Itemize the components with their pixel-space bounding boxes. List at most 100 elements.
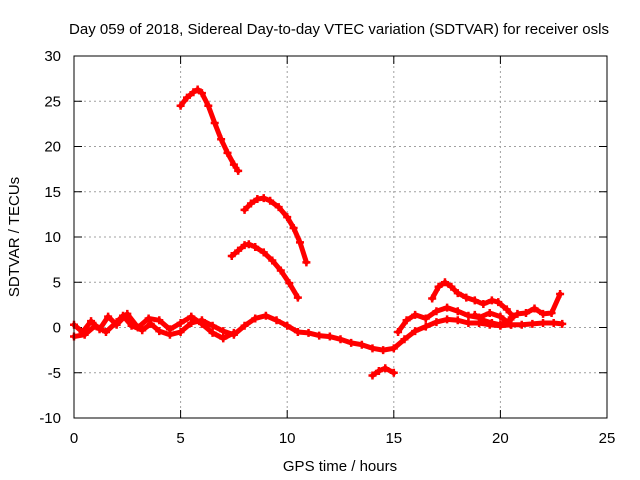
data-point — [176, 328, 185, 337]
data-point — [558, 319, 567, 328]
data-point — [223, 148, 232, 157]
data-point — [530, 304, 539, 313]
data-point — [217, 135, 226, 144]
data-point — [379, 346, 388, 355]
data-point — [193, 85, 202, 94]
y-tick-label: 25 — [44, 93, 61, 110]
data-point — [496, 320, 505, 329]
data-point — [240, 321, 249, 330]
data-point — [219, 327, 228, 336]
data-point — [556, 290, 565, 299]
data-point — [182, 93, 191, 102]
data-point — [504, 316, 513, 325]
data-point — [295, 238, 304, 247]
data-point — [502, 305, 511, 314]
data-point — [244, 240, 253, 249]
data-point — [229, 328, 238, 337]
grid — [74, 56, 607, 418]
data-point — [104, 312, 113, 321]
y-tick-label: 0 — [53, 320, 61, 337]
data-point — [521, 309, 530, 318]
data-point — [487, 318, 496, 327]
data-point — [302, 258, 311, 267]
data-point — [276, 266, 285, 275]
data-point — [293, 293, 302, 302]
data-point — [325, 332, 334, 341]
data-point — [432, 318, 441, 327]
data-point — [453, 307, 462, 316]
data-point — [479, 299, 488, 308]
data-point — [304, 328, 313, 337]
data-point — [381, 364, 390, 373]
data-point — [187, 312, 196, 321]
data-point — [176, 318, 185, 327]
data-point — [123, 309, 132, 318]
data-point — [428, 294, 437, 303]
data-point — [389, 344, 398, 353]
data-point — [368, 344, 377, 353]
data-point — [462, 293, 471, 302]
data-point — [246, 199, 255, 208]
data-point — [272, 316, 281, 325]
data-point — [547, 309, 556, 318]
data-point — [144, 314, 153, 323]
data-point — [266, 196, 275, 205]
data-point — [259, 248, 268, 257]
data-point — [368, 371, 377, 380]
data-point — [227, 252, 236, 261]
data-point — [189, 88, 198, 97]
data-point — [374, 366, 383, 375]
data-point — [240, 205, 249, 214]
x-tick-label: 10 — [279, 430, 296, 447]
data-point — [464, 318, 473, 327]
y-tick-label: -10 — [39, 410, 61, 427]
data-point — [434, 282, 443, 291]
data-point — [208, 321, 217, 330]
series-arc-6 — [370, 365, 397, 378]
data-point — [479, 316, 488, 325]
data-point — [421, 314, 430, 323]
data-point — [251, 314, 260, 323]
data-point — [402, 316, 411, 325]
x-tick-label: 20 — [492, 430, 509, 447]
data-point — [389, 368, 398, 377]
data-point — [453, 316, 462, 325]
data-point — [261, 311, 270, 320]
data-point — [283, 321, 292, 330]
data-point — [133, 323, 142, 332]
data-point — [285, 279, 294, 288]
series-arc-2 — [242, 195, 309, 265]
x-axis-label: GPS time / hours — [283, 458, 397, 475]
x-tick-label: 15 — [385, 430, 402, 447]
data-point — [95, 325, 104, 334]
data-point — [507, 320, 516, 329]
y-axis-label: SDTVAR / TECUs — [6, 177, 23, 297]
data-point — [210, 118, 219, 127]
y-tick-label: 5 — [53, 274, 61, 291]
data-point — [494, 298, 503, 307]
data-point — [400, 335, 409, 344]
data-point — [443, 303, 452, 312]
y-tick-label: -5 — [48, 365, 61, 382]
data-point — [394, 328, 403, 337]
y-tick-label: 10 — [44, 229, 61, 246]
data-point — [259, 194, 268, 203]
data-point — [176, 101, 185, 110]
data-point — [453, 289, 462, 298]
data-point — [517, 320, 526, 329]
data-point — [87, 317, 96, 326]
data-point — [197, 319, 206, 328]
data-point — [268, 256, 277, 265]
data-point — [165, 325, 174, 334]
data-point — [155, 316, 164, 325]
data-point — [204, 101, 213, 110]
x-tick-label: 0 — [70, 430, 78, 447]
x-tick-label: 5 — [176, 430, 184, 447]
data-point — [336, 335, 345, 344]
data-point — [411, 310, 420, 319]
data-point — [289, 223, 298, 232]
y-tick-label: 30 — [44, 48, 61, 65]
x-tick-label: 25 — [599, 430, 616, 447]
data-point — [470, 296, 479, 305]
data-point — [155, 327, 164, 336]
